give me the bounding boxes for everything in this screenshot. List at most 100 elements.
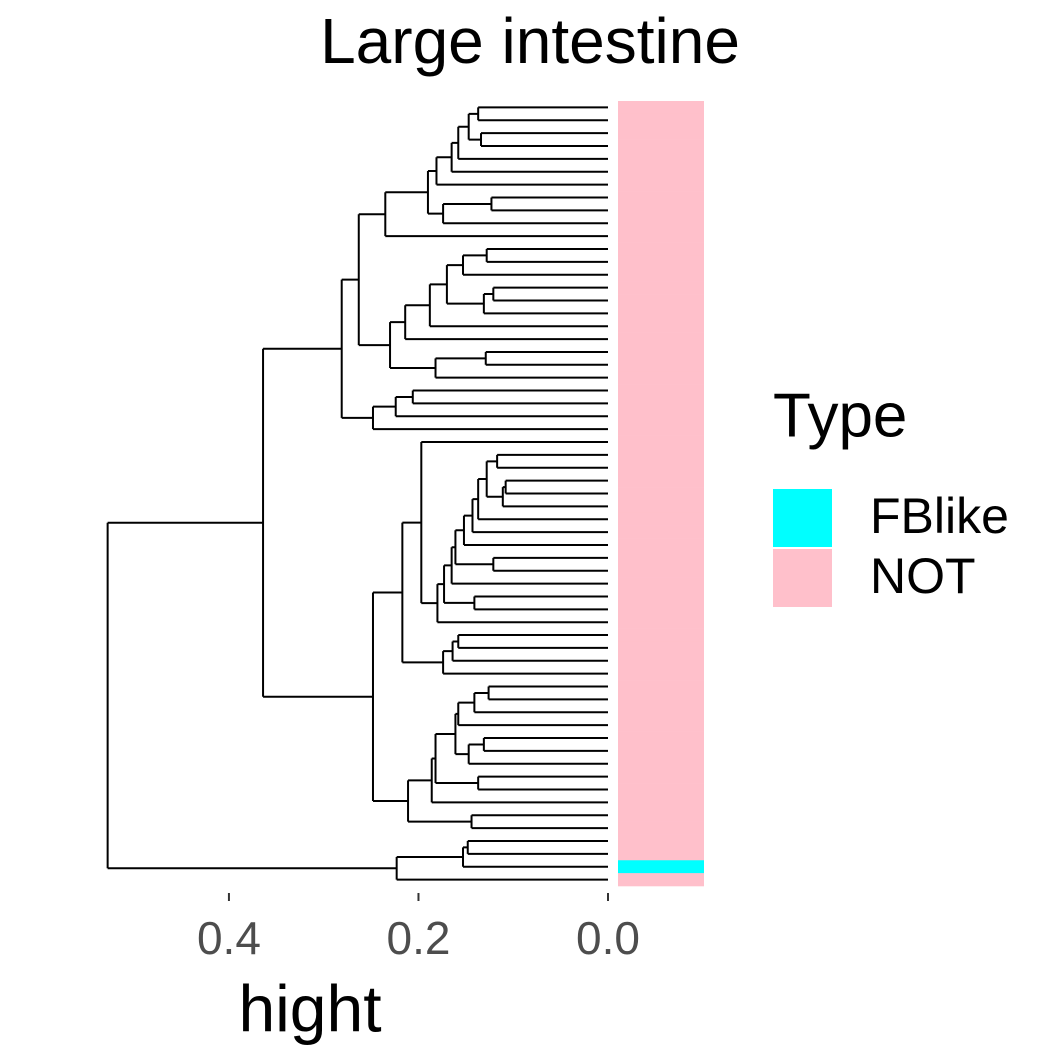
annotation-cell <box>618 229 704 243</box>
annotation-cell <box>618 384 704 398</box>
annotation-cell <box>618 795 704 810</box>
annotation-cell <box>618 319 704 333</box>
annotation-cell <box>618 847 704 861</box>
dendrogram-branch <box>492 286 608 302</box>
dendrogram-branch <box>395 856 608 881</box>
annotation-cell <box>618 422 704 436</box>
dendrogram-branch <box>442 650 608 675</box>
annotation-cell <box>618 268 704 282</box>
dendrogram-branch <box>487 685 608 701</box>
annotation-cell <box>618 525 704 539</box>
dendrogram-branch <box>435 156 608 186</box>
dendrogram-branch <box>457 125 608 160</box>
annotation-cell <box>618 641 704 655</box>
dendrogram-branch <box>477 106 608 122</box>
dendrogram-branch <box>501 486 608 508</box>
dendrogram-branch <box>371 591 409 803</box>
annotation-cell <box>618 499 704 514</box>
dendrogram-branch <box>457 701 608 727</box>
legend-key <box>773 549 832 607</box>
annotation-cell <box>618 860 704 874</box>
dendrogram-branch <box>407 779 472 823</box>
annotation-cell <box>618 113 704 128</box>
dendrogram-branch <box>384 191 608 238</box>
legend-label: NOT <box>870 548 976 604</box>
dendrogram-branch <box>490 196 608 212</box>
dendrogram-branch <box>451 640 608 662</box>
dendrogram-branch <box>471 498 608 534</box>
annotation-cell <box>618 203 704 218</box>
chart-title: Large intestine <box>320 5 740 77</box>
annotation-cell <box>618 165 704 179</box>
dendrogram-branch <box>462 254 608 276</box>
annotation-cell <box>618 692 704 707</box>
dendrogram-branch <box>430 757 608 804</box>
annotation-cell <box>618 564 704 578</box>
annotation-cell <box>618 718 704 732</box>
dendrogram-branch <box>492 556 608 572</box>
dendrogram-branch <box>477 478 608 521</box>
annotation-cell <box>618 216 704 230</box>
annotation-cell <box>618 705 704 720</box>
dendrogram-branch <box>485 460 503 498</box>
annotation-cell <box>618 255 704 269</box>
annotation-cell <box>618 371 704 385</box>
dendrogram-branch <box>496 453 608 469</box>
legend-title: Type <box>773 381 907 450</box>
annotation-cell <box>618 306 704 321</box>
dendrogram-branch <box>485 247 608 263</box>
dendrogram-branch <box>389 321 436 370</box>
dendrogram-branch <box>420 441 608 605</box>
annotation-cell <box>618 242 704 256</box>
annotation-cell <box>618 178 704 192</box>
dendrogram-branch <box>484 350 608 366</box>
annotation-cell <box>618 152 704 166</box>
annotation-cell <box>618 191 704 205</box>
annotation-cell <box>618 770 704 784</box>
legend-label: FBlike <box>870 488 1009 544</box>
annotation-cell <box>618 512 704 526</box>
annotation-cell <box>618 821 704 835</box>
x-tick-label: 0.0 <box>576 912 640 964</box>
annotation-cell <box>618 783 704 797</box>
dendrogram-branch <box>467 743 608 765</box>
legend-key <box>773 489 832 547</box>
annotation-cell <box>618 538 704 552</box>
annotation-cell <box>618 834 704 848</box>
dendrogram-branch <box>371 405 608 431</box>
annotation-cell <box>618 281 704 295</box>
annotation-cell <box>618 577 704 591</box>
dendrogram-branch <box>340 278 373 419</box>
annotation-cell <box>618 126 704 140</box>
dendrogram-branch <box>445 264 484 305</box>
dendrogram-branch <box>443 564 475 604</box>
annotation-cell <box>618 435 704 449</box>
dendrogram-branch <box>473 691 608 714</box>
dendrogram-branch <box>480 132 608 148</box>
annotation-cell <box>618 487 704 501</box>
dendrogram-branch <box>462 514 608 546</box>
annotation-cell <box>618 667 704 681</box>
annotation-cell <box>618 358 704 372</box>
dendrogram-branch <box>404 304 608 341</box>
dendrogram-branch <box>450 546 608 585</box>
dendrogram-branch <box>434 357 608 379</box>
x-tick-label: 0.2 <box>386 912 450 964</box>
annotation-cell <box>618 602 704 617</box>
annotation-cell <box>618 744 704 758</box>
annotation-cell <box>618 757 704 771</box>
annotation-cell <box>618 551 704 565</box>
dendrogram-branch <box>394 395 608 418</box>
dendrogram-branch <box>457 634 608 649</box>
annotation-cell <box>618 332 704 346</box>
dendrogram-branch <box>466 839 608 855</box>
annotation-cell <box>618 294 704 308</box>
dendrogram-branch <box>262 347 373 698</box>
dendrogram-branch <box>477 775 608 791</box>
dendrogram-branch <box>454 712 469 756</box>
dendrogram-branch <box>442 202 608 225</box>
dendrogram-branch <box>450 141 608 173</box>
dendrogram-branch <box>482 293 608 315</box>
